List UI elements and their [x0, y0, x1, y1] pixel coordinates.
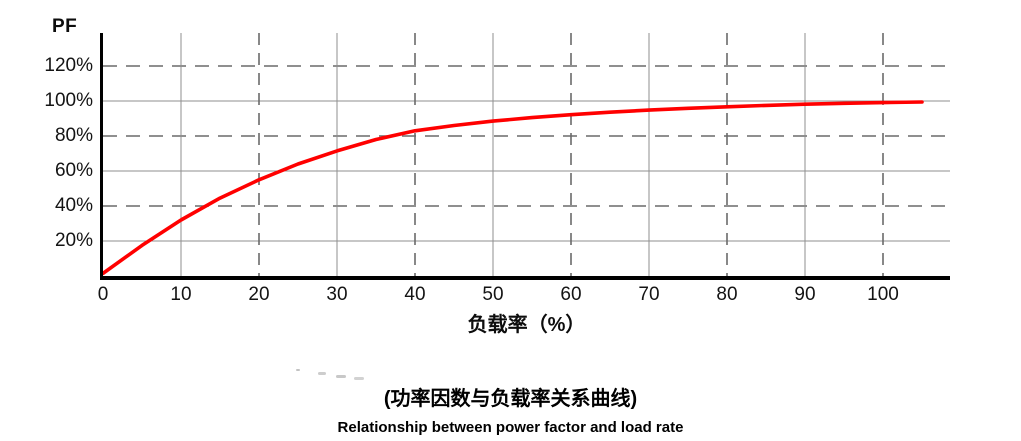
y-tick-120%: 120% — [44, 55, 93, 76]
x-tick-70: 70 — [638, 284, 660, 305]
x-tick-10: 10 — [170, 284, 192, 305]
x-tick-30: 30 — [326, 284, 348, 305]
power-factor-curve — [103, 100, 924, 276]
y-tick-20%: 20% — [54, 230, 93, 251]
x-tick-40: 40 — [404, 284, 426, 305]
x-tick-100: 100 — [867, 284, 899, 305]
x-tick-90: 90 — [794, 284, 816, 305]
faint-smudge-artifact — [296, 367, 366, 381]
y-tick-60%: 60% — [54, 160, 93, 181]
chart-title-chinese: (功率因数与负载率关系曲线) — [383, 388, 638, 410]
y-axis-title: PF — [52, 16, 78, 37]
y-tick-40%: 40% — [54, 195, 93, 216]
x-tick-20: 20 — [248, 284, 270, 305]
y-tick-100%: 100% — [44, 90, 93, 111]
chart-subtitle-english: Relationship between power factor and lo… — [337, 419, 684, 436]
x-tick-0: 0 — [97, 284, 109, 305]
x-tick-80: 80 — [716, 284, 738, 305]
x-tick-60: 60 — [560, 284, 582, 305]
plot-area — [100, 33, 950, 280]
x-axis-title: 负载率（%） — [467, 314, 586, 336]
y-tick-80%: 80% — [54, 125, 93, 146]
pf-load-curve-chart — [103, 33, 950, 276]
x-tick-50: 50 — [482, 284, 504, 305]
